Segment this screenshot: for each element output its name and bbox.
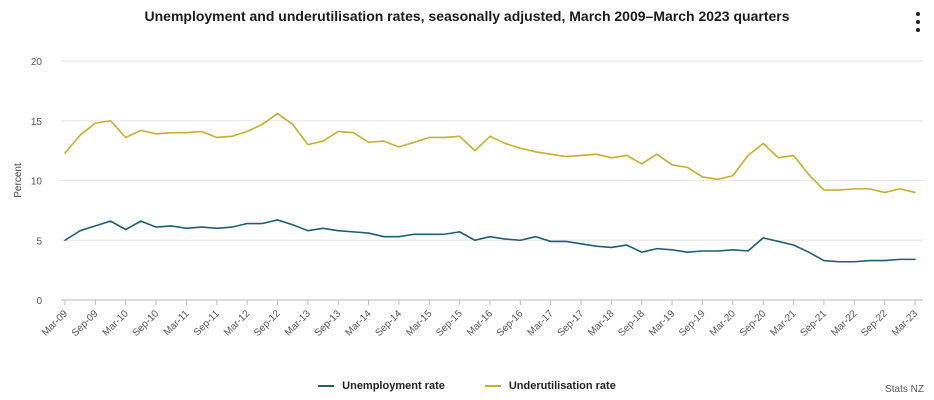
x-tick-label: Mar-20 xyxy=(708,308,738,338)
y-axis: 0 5 10 15 20 xyxy=(31,57,43,307)
y-tick-label: 10 xyxy=(31,177,43,188)
x-tick-label: Mar-23 xyxy=(890,308,920,338)
x-tick-label: Mar-15 xyxy=(404,308,434,338)
y-tick-label: 0 xyxy=(36,296,42,307)
gridlines xyxy=(61,60,923,301)
x-tick-label: Sep-19 xyxy=(677,308,708,339)
x-tick-label: Sep-15 xyxy=(434,308,465,339)
x-tick-label: Mar-10 xyxy=(101,308,131,338)
legend-swatch-unemployment xyxy=(318,385,335,387)
legend-item-underutilisation[interactable]: Underutilisation rate xyxy=(484,380,616,392)
legend: Unemployment rate Underutilisation rate xyxy=(0,380,934,392)
x-tick-label: Sep-17 xyxy=(556,308,587,339)
x-tick-label: Mar-22 xyxy=(829,308,859,338)
x-tick-label: Sep-22 xyxy=(859,308,890,339)
x-tick-label: Sep-20 xyxy=(738,308,769,339)
y-tick-label: 15 xyxy=(31,117,43,128)
series-line-unemployment[interactable] xyxy=(64,219,916,263)
legend-label-underutilisation: Underutilisation rate xyxy=(508,380,616,392)
x-tick-label: Sep-18 xyxy=(616,308,647,339)
more-vertical-icon-dot xyxy=(916,28,920,32)
more-vertical-icon xyxy=(916,12,920,16)
legend-label-unemployment: Unemployment rate xyxy=(342,380,445,392)
y-tick-label: 20 xyxy=(31,57,43,68)
x-tick-label: Mar-14 xyxy=(344,308,374,338)
x-tick-label: Mar-13 xyxy=(283,308,313,338)
x-tick-label: Sep-10 xyxy=(131,308,162,339)
x-tick-label: Sep-12 xyxy=(252,308,283,339)
series-line-underutilisation[interactable] xyxy=(64,112,916,194)
x-tick-label: Sep-14 xyxy=(373,308,404,339)
series-group xyxy=(64,112,916,263)
y-tick-label: 5 xyxy=(36,236,42,247)
x-tick-label: Mar-19 xyxy=(647,308,677,338)
x-tick-label: Mar-11 xyxy=(162,308,192,338)
x-tick-label: Mar-18 xyxy=(586,308,616,338)
x-tick-label: Mar-16 xyxy=(465,308,495,338)
x-tick-label: Sep-09 xyxy=(70,308,101,339)
x-axis: Mar-09 Sep-09 Mar-10 Sep-10 Mar-11 Sep-11 Mar-… xyxy=(40,300,920,339)
chart-menu-button[interactable] xyxy=(912,12,924,32)
chart-title: Unemployment and underutilisation rates,… xyxy=(144,8,790,24)
x-tick-label: Mar-09 xyxy=(40,308,70,338)
legend-item-unemployment[interactable]: Unemployment rate xyxy=(318,380,445,392)
more-vertical-icon-dot xyxy=(916,20,920,24)
source-credit[interactable]: Stats NZ xyxy=(885,384,924,395)
y-axis-title: Percent xyxy=(13,163,24,198)
x-tick-label: Sep-13 xyxy=(313,308,344,339)
legend-swatch-underutilisation xyxy=(484,385,501,387)
x-tick-label: Mar-12 xyxy=(222,308,252,338)
x-tick-label: Sep-16 xyxy=(495,308,526,339)
x-tick-label: Sep-21 xyxy=(798,308,829,339)
x-tick-label: Mar-21 xyxy=(769,308,799,338)
x-tick-label: Sep-11 xyxy=(192,308,222,338)
x-tick-label: Mar-17 xyxy=(526,308,556,338)
